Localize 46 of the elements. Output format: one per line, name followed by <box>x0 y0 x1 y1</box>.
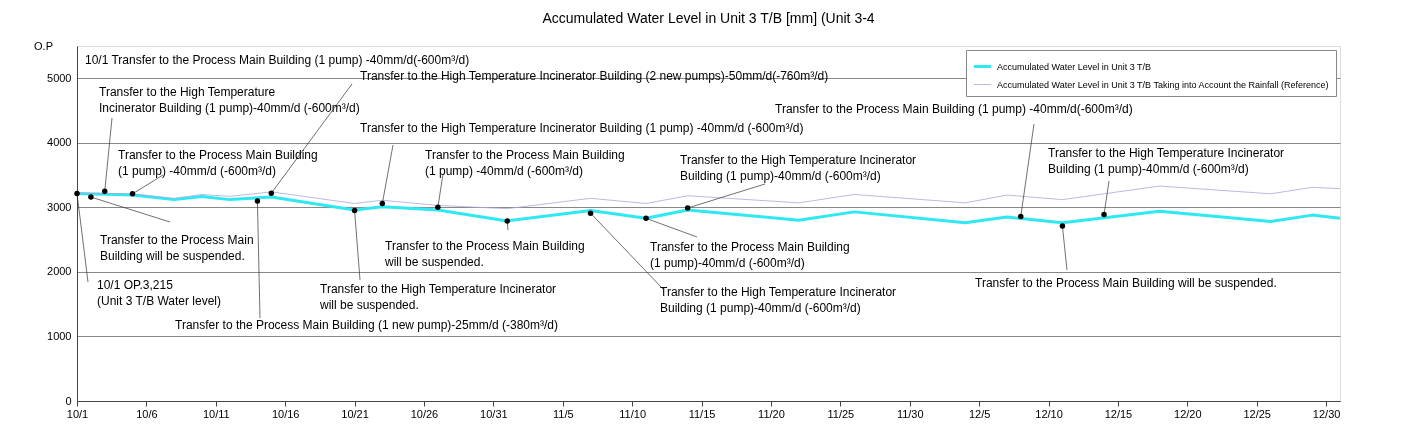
annotation: Transfer to the Process Main Building (1 new pump)-25mm/d (-380m³/d) <box>175 318 559 332</box>
x-tick-label: 10/11 <box>202 407 230 420</box>
annotation: Transfer to the High Temperature Incinerator Building (1 pump)-40mm/d (-600m³/d) <box>99 85 360 115</box>
legend-label: Accumulated Water Level in Unit 3 T/B Taking into Account the Rainfall (Reference) <box>997 79 1329 90</box>
annotation: Transfer to the Process Main Building will be suspended. <box>100 233 254 263</box>
x-tick-label: 12/10 <box>1035 407 1063 420</box>
y-tick-label: 2000 <box>47 265 72 278</box>
annotation: Transfer to the High Temperature Incinerator Building (1 pump)-40mm/d (-600m³/d) <box>660 285 897 315</box>
y-tick-label: 5000 <box>47 71 72 84</box>
x-tick-label: 11/20 <box>758 407 785 420</box>
x-tick-label: 12/25 <box>1243 407 1271 420</box>
x-tick-label: 10/1 <box>66 407 89 420</box>
annotation: Transfer to the Process Main Building (1 pump) -40mm/d(-600m³/d) <box>775 102 1133 116</box>
x-tick-label: 12/5 <box>968 407 991 420</box>
y-tick-label: 4000 <box>47 136 72 149</box>
annotation: Transfer to the High Temperature Incinerator Building (2 new pumps)-50mm/d(-760m³/d) <box>360 69 829 83</box>
annotation: Transfer to the Process Main Building will be suspended. <box>975 276 1277 290</box>
x-tick-label: 10/26 <box>410 407 439 420</box>
y-tick-label: 0 <box>65 394 72 407</box>
x-tick-label: 12/30 <box>1312 407 1341 420</box>
x-tick-label: 11/25 <box>827 407 855 420</box>
annotation: Transfer to the High Temperature Incinerator Building (1 pump)-40mm/d (-600m³/d) <box>1048 146 1285 176</box>
x-tick-label: 12/15 <box>1104 407 1133 420</box>
annotation: Transfer to the Process Main Building (1 pump) -40mm/d (-600m³/d) <box>118 148 318 178</box>
x-tick-label: 12/20 <box>1174 407 1202 420</box>
annotation: Transfer to the Process Main Building will be suspended. <box>384 239 585 269</box>
annotation: Transfer to the Process Main Building (1 pump) -40mm/d (-600m³/d) <box>425 148 625 178</box>
x-tick-label: 11/10 <box>619 407 647 420</box>
annotation: Transfer to the High Temperature Incinerator Building (1 pump) -40mm/d (-600m³/d) <box>360 121 804 135</box>
x-tick-label: 11/15 <box>688 407 716 420</box>
x-tick-label: 10/16 <box>271 407 300 420</box>
annotation: 10/1 OP.3,215 (Unit 3 T/B Water level) <box>97 278 222 308</box>
x-tick-label: 10/31 <box>480 407 508 420</box>
x-tick-label: 10/21 <box>341 407 369 420</box>
annotation: Transfer to the High Temperature Incinerator Building (1 pump)-40mm/d (-600m³/d) <box>680 153 917 183</box>
y-tick-label: 1000 <box>47 329 72 342</box>
y-tick-label: 3000 <box>47 200 72 213</box>
legend-label: Accumulated Water Level in Unit 3 T/B <box>997 61 1152 72</box>
x-tick-label: 11/30 <box>896 407 924 420</box>
chart-title: Accumulated Water Level in Unit 3 T/B [mm] (Unit 3-4 <box>542 10 875 26</box>
annotation: Transfer to the High Temperature Incinerator will be suspended. <box>319 282 557 312</box>
annotation: 10/1 Transfer to the Process Main Building (1 pump) -40mm/d(-600m³/d) <box>85 53 470 67</box>
x-tick-label: 11/5 <box>552 407 574 420</box>
y-axis-title: O.P <box>34 39 53 52</box>
annotation: Transfer to the Process Main Building (1 pump)-40mm/d (-600m³/d) <box>650 240 850 270</box>
x-tick-label: 10/6 <box>136 407 158 420</box>
